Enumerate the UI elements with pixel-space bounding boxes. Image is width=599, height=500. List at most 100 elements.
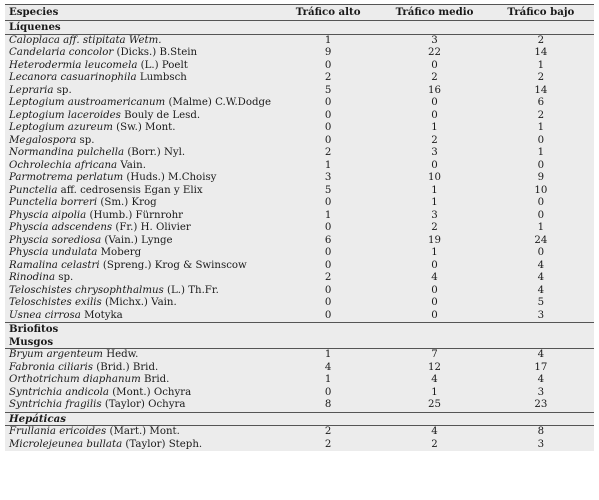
species-name: Caloplaca (9, 35, 60, 46)
species-cell: Leptogium laceroides Bouly de Lesd. (5, 110, 275, 123)
medium-traffic-count: 10 (381, 172, 488, 185)
table-row: Teloschistes chrysophthalmus (L.) Th.Fr.… (5, 285, 594, 298)
species-name: Normandina pulchella (9, 147, 124, 158)
low-traffic-count: 2 (488, 72, 594, 85)
species-cell: Caloplaca aff. stipitata Wetm. (5, 34, 275, 47)
species-author: sp. (55, 272, 73, 283)
species-cell: Teloschistes exilis (Michx.) Vain. (5, 297, 275, 310)
medium-traffic-count: 0 (381, 297, 488, 310)
species-cell: Bryum argenteum Hedw. (5, 349, 275, 362)
species-author: Motyka (81, 310, 123, 321)
header-high-traffic: Tráfico alto (275, 5, 381, 21)
species-cell: Orthotrichum diaphanum Brid. (5, 374, 275, 387)
species-author: (Vain.) Lynge (101, 235, 172, 246)
table-row: Frullania ericoides (Mart.) Mont. 2 4 8 (5, 426, 594, 439)
high-traffic-count: 0 (275, 135, 381, 148)
species-cell: Microlejeunea bullata (Taylor) Steph. (5, 439, 275, 452)
species-author: (Taylor) Steph. (122, 439, 202, 450)
high-traffic-count: 0 (275, 260, 381, 273)
species-name: Candelaria concolor (9, 47, 113, 58)
high-traffic-count: 2 (275, 272, 381, 285)
table-row: Orthotrichum diaphanum Brid. 1 4 4 (5, 374, 594, 387)
low-traffic-count: 8 (488, 426, 594, 439)
high-traffic-count: 0 (275, 97, 381, 110)
species-name: Usnea cirrosa (9, 310, 81, 321)
medium-traffic-count: 22 (381, 47, 488, 60)
low-traffic-count: 24 (488, 235, 594, 248)
species-author: Bouly de Lesd. (121, 110, 200, 121)
species-name: Leptogium laceroides (9, 110, 121, 121)
species-author: (Taylor) Ochyra (102, 399, 186, 410)
high-traffic-count: 1 (275, 34, 381, 47)
species-name: Megalospora (9, 135, 76, 146)
species-name: Ramalina celastri (9, 260, 100, 271)
species-author: Brid. (141, 374, 170, 385)
species-cell: Leptogium austroamericanum (Malme) C.W.D… (5, 97, 275, 110)
table-row: Caloplaca aff. stipitata Wetm. 1 3 2 (5, 34, 594, 47)
species-author: (L.) Th.Fr. (164, 285, 219, 296)
species-author: (Spreng.) Krog & Swinscow (100, 260, 247, 271)
species-name: Lepraria (9, 85, 53, 96)
species-name: Bryum argenteum (9, 349, 103, 360)
low-traffic-count: 9 (488, 172, 594, 185)
table-row: Syntrichia andicola (Mont.) Ochyra 0 1 3 (5, 387, 594, 400)
table-row: Physcia adscendens (Fr.) H. Olivier 0 2 1 (5, 222, 594, 235)
low-traffic-count: 4 (488, 260, 594, 273)
high-traffic-count: 5 (275, 85, 381, 98)
medium-traffic-count: 3 (381, 34, 488, 47)
species-author: (Dicks.) B.Stein (113, 47, 197, 58)
low-traffic-count: 1 (488, 147, 594, 160)
species-cell: Physcia sorediosa (Vain.) Lynge (5, 235, 275, 248)
high-traffic-count: 1 (275, 374, 381, 387)
table-row: Normandina pulchella (Borr.) Nyl. 2 3 1 (5, 147, 594, 160)
table-row: Lepraria sp. 5 16 14 (5, 85, 594, 98)
table-row: Ochrolechia africana Vain. 1 0 0 (5, 160, 594, 173)
low-traffic-count: 17 (488, 362, 594, 375)
species-name: Physcia sorediosa (9, 235, 101, 246)
table-row: Syntrichia fragilis (Taylor) Ochyra 8 25 23 (5, 399, 594, 412)
table-row: Rinodina sp. 2 4 4 (5, 272, 594, 285)
high-traffic-count: 2 (275, 72, 381, 85)
medium-traffic-count: 0 (381, 310, 488, 323)
group-header-row: Musgos (5, 336, 594, 349)
high-traffic-count: 6 (275, 235, 381, 248)
high-traffic-count: 5 (275, 185, 381, 198)
species-name: Physcia aipolia (9, 210, 86, 221)
high-traffic-count: 3 (275, 172, 381, 185)
table-row: Heterodermia leucomela (L.) Poelt 0 0 1 (5, 60, 594, 73)
table-row: Candelaria concolor (Dicks.) B.Stein 9 22 1… (5, 47, 594, 60)
low-traffic-count: 14 (488, 47, 594, 60)
species-name: Rinodina (9, 272, 55, 283)
species-name: Leptogium azureum (9, 122, 113, 133)
group-title: Musgos (5, 336, 594, 349)
species-author: (Brid.) Brid. (93, 362, 158, 373)
species-cell: Candelaria concolor (Dicks.) B.Stein (5, 47, 275, 60)
high-traffic-count: 0 (275, 222, 381, 235)
high-traffic-count: 0 (275, 297, 381, 310)
species-author: (Mart.) Mont. (106, 426, 180, 437)
species-author: (Huds.) M.Choisy (123, 172, 216, 183)
high-traffic-count: 0 (275, 247, 381, 260)
group-title: Briofitos (5, 323, 594, 336)
species-author: sp. (53, 85, 71, 96)
group-title: Hepáticas (5, 412, 594, 426)
table-row: Megalospora sp. 0 2 0 (5, 135, 594, 148)
species-cell: Punctelia aff. cedrosensis Egan y Elix (5, 185, 275, 198)
low-traffic-count: 2 (488, 34, 594, 47)
species-author: (Borr.) Nyl. (124, 147, 185, 158)
species-author: (Sm.) Krog (97, 197, 156, 208)
species-author: aff. cedrosensis Egan y Elix (57, 185, 202, 196)
table-row: Microlejeunea bullata (Taylor) Steph. 2 2 3 (5, 439, 594, 452)
species-cell: Frullania ericoides (Mart.) Mont. (5, 426, 275, 439)
species-name: Punctelia (9, 185, 57, 196)
species-cell: Punctelia borreri (Sm.) Krog (5, 197, 275, 210)
high-traffic-count: 2 (275, 147, 381, 160)
table-row: Lecanora casuarinophila Lumbsch 2 2 2 (5, 72, 594, 85)
group-header-row: Briofitos (5, 323, 594, 336)
table-row: Parmotrema perlatum (Huds.) M.Choisy 3 10 9 (5, 172, 594, 185)
species-cell: Parmotrema perlatum (Huds.) M.Choisy (5, 172, 275, 185)
species-cell: Physcia undulata Moberg (5, 247, 275, 260)
species-name: Heterodermia leucomela (9, 60, 137, 71)
medium-traffic-count: 25 (381, 399, 488, 412)
species-cell: Teloschistes chrysophthalmus (L.) Th.Fr. (5, 285, 275, 298)
